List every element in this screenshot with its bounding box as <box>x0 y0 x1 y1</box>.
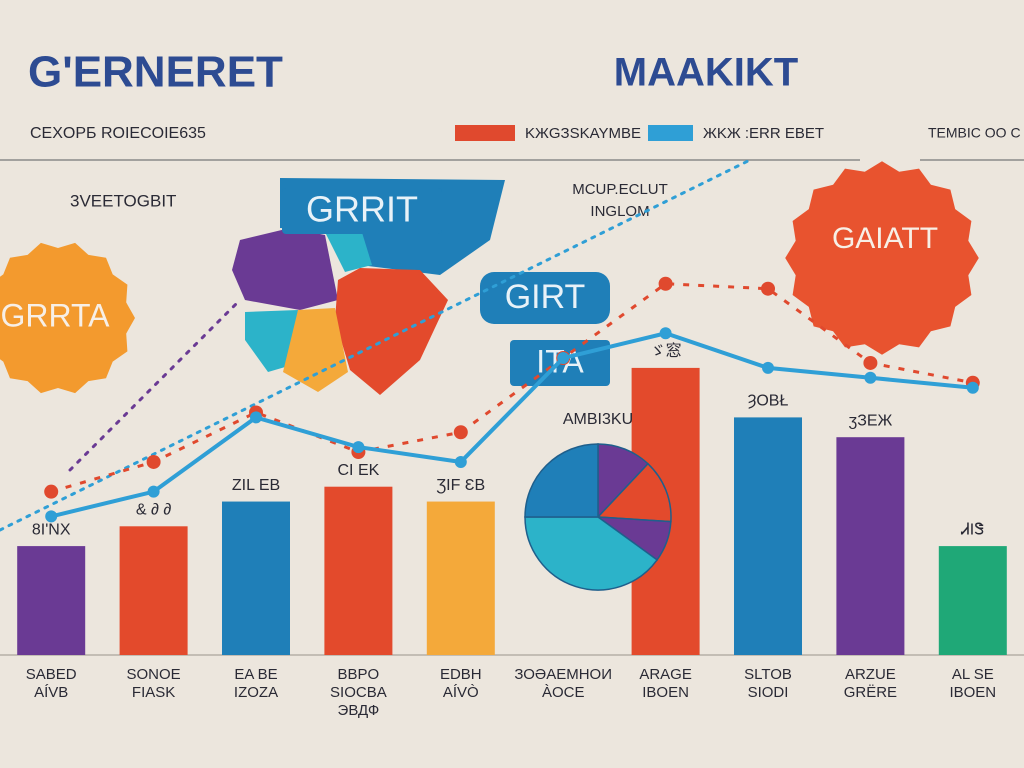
x-tick-label: ARAGE IBOEN <box>639 666 692 701</box>
line-point <box>44 484 59 499</box>
bar-annotation: ゞ窓 <box>650 342 682 360</box>
trend-dots <box>68 298 242 472</box>
bar <box>324 486 393 655</box>
subtitle: CEXOPБ ROIECOIE635 <box>30 125 206 142</box>
bar-annotation: CI EK <box>338 462 380 479</box>
corner-label: TEMBIC OO C <box>928 125 1021 141</box>
line-point <box>454 455 467 468</box>
x-tick-label: ЗОӘАЕМНОИ ÀОСЕ <box>514 666 612 701</box>
badge-label: GRRIT <box>306 189 418 230</box>
gears <box>0 161 979 394</box>
line-point <box>250 411 262 424</box>
badge <box>282 188 442 234</box>
note: MCUP.ECLUT <box>572 181 668 198</box>
map-region <box>232 228 338 310</box>
bar <box>426 501 495 655</box>
bar <box>938 546 1007 655</box>
pie-slice <box>524 516 659 591</box>
x-tick-label: EDBH AÍVÒ <box>440 666 482 701</box>
bar-annotation: ȜOBŁ <box>748 393 789 410</box>
bar <box>222 501 290 655</box>
title: G'ERNERET <box>28 48 283 97</box>
bar <box>836 437 905 655</box>
line <box>50 282 974 494</box>
gear <box>0 242 135 394</box>
x-tick-label: SLTOB SIODI <box>744 666 792 701</box>
line-point <box>863 355 878 370</box>
x-tick-label: SABED AÍVB <box>26 666 77 701</box>
line <box>50 331 973 519</box>
bar-annotation: ʒЗЕЖ <box>848 412 892 429</box>
badge <box>480 272 610 324</box>
bar-annotation: ZIL EB <box>232 477 280 494</box>
legend-label: KЖGЗSKAYMBЕ <box>525 125 641 142</box>
pie-slice <box>524 443 599 518</box>
note: 3VEETOGBIT <box>70 191 176 210</box>
x-tick-label: BBPO SIOCBA ЭВДФ <box>330 666 387 719</box>
gear-label: GAIATT <box>832 222 938 255</box>
title-2: MAAKIKT <box>614 51 798 95</box>
gear-label: GRRTA <box>0 297 110 333</box>
legend-swatch <box>648 125 693 141</box>
x-tick-label: ARZUE GRËRE <box>844 666 897 701</box>
note: INGLOM <box>590 203 649 220</box>
legend-label: ЖKЖ :ERR ЕBЕТ <box>703 125 824 142</box>
bar-annotation: 8I'NX <box>32 521 71 538</box>
line-point <box>762 361 774 374</box>
bar-annotation: ᏗIᏕ <box>960 521 984 538</box>
line-point <box>864 371 877 384</box>
bar-annotation: ƷIF ƐB <box>436 477 485 494</box>
bar <box>17 546 86 655</box>
map-region <box>245 310 298 372</box>
pie-title: AMBI3KU <box>563 411 633 428</box>
trend-dots <box>0 158 752 532</box>
line-point <box>658 276 673 291</box>
gear <box>785 161 979 355</box>
line-point <box>352 441 365 454</box>
badge-label: GIRT <box>505 278 586 316</box>
map-region <box>325 226 372 272</box>
pie-slice <box>596 462 672 523</box>
line-point <box>761 281 775 296</box>
line-point <box>659 327 672 340</box>
map-region <box>283 308 348 392</box>
bar-annotation: & ∂ ∂ <box>136 502 171 519</box>
bar <box>119 526 188 655</box>
x-tick-label: AL SE IBOEN <box>949 666 996 701</box>
line-point <box>453 425 468 440</box>
bar <box>734 417 802 655</box>
legend-swatch <box>455 125 515 141</box>
line-point <box>966 381 979 394</box>
line-point <box>45 510 58 523</box>
map-region <box>335 268 448 395</box>
x-tick-label: SONOE FIASK <box>127 666 181 701</box>
x-tick-label: EA BE IZOZA <box>234 666 278 701</box>
line-point <box>557 352 570 364</box>
line-point <box>147 485 160 498</box>
line-point <box>146 454 161 469</box>
